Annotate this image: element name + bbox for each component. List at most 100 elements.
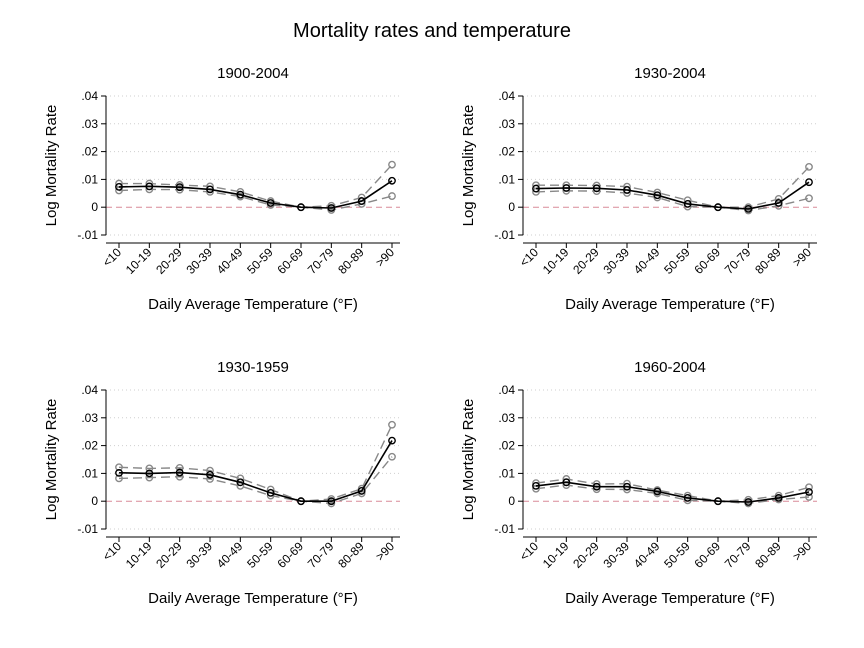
x-axis-title: Daily Average Temperature (°F) [148, 296, 358, 313]
series-line-upper-ci [536, 166, 810, 208]
y-axis-title: Log Mortality Rate [460, 105, 477, 227]
x-tick-label: 70-79 [305, 539, 337, 571]
data-point-estimate [532, 482, 540, 490]
x-tick-label: 40-49 [214, 539, 246, 571]
series-line-upper-ci [118, 424, 393, 502]
data-point-estimate [714, 203, 722, 212]
x-tick-label: 40-49 [631, 245, 663, 277]
data-point-lower-ci [388, 192, 396, 200]
x-tick-label: 60-69 [275, 539, 307, 571]
y-tick-label: 0 [508, 494, 515, 508]
y-tick-label: -.01 [494, 522, 515, 536]
y-tick-label: -.01 [77, 522, 98, 536]
data-point-estimate [805, 488, 813, 496]
data-point-lower-ci [206, 475, 214, 483]
series-line-estimate [118, 440, 393, 503]
y-tick-label: .04 [498, 89, 515, 103]
data-point-estimate [562, 478, 571, 487]
y-tick-label: .04 [81, 383, 98, 397]
x-tick-label: 10-19 [123, 245, 155, 277]
data-point-estimate [206, 470, 214, 479]
x-tick-label: >90 [373, 245, 398, 270]
x-tick-label: 10-19 [123, 539, 155, 571]
data-point-estimate [115, 183, 123, 191]
data-point-estimate [236, 190, 245, 199]
data-point-estimate [774, 199, 783, 207]
data-point-estimate [357, 487, 366, 495]
y-tick-label: 0 [91, 200, 98, 214]
chart-panel-2: 1930-2004 .04 .03 .02 .01 0 -.01<1010-1920-293… [460, 65, 817, 313]
x-tick-label: 30-39 [184, 245, 216, 277]
data-point-lower-ci [532, 188, 540, 196]
x-tick-label: 80-89 [335, 245, 367, 277]
data-point-upper-ci [206, 466, 214, 475]
data-point-upper-ci [805, 162, 813, 171]
x-tick-label: 20-29 [153, 245, 185, 277]
data-point-estimate [623, 186, 631, 194]
x-tick-label: <10 [517, 539, 542, 564]
y-tick-label: .03 [498, 411, 515, 425]
chart-panel-1: 1900-2004 .04 .03 .02 .01 0 -.01<1010-1920-293… [43, 65, 400, 313]
x-tick-label: 20-29 [153, 539, 185, 571]
y-tick-label: .02 [81, 145, 98, 159]
y-tick-label: .04 [81, 89, 98, 103]
series-line-estimate [535, 481, 810, 503]
y-tick-label: -.01 [494, 228, 515, 242]
y-tick-label: .01 [498, 172, 515, 186]
x-tick-label: 50-59 [244, 245, 276, 277]
x-tick-label: 60-69 [692, 539, 724, 571]
y-axis-title: Log Mortality Rate [460, 399, 477, 521]
y-tick-label: .02 [498, 439, 515, 453]
data-point-lower-ci [805, 493, 813, 501]
y-tick-label: .03 [81, 411, 98, 425]
series-line-lower-ci [535, 190, 810, 212]
figure-title: Mortality rates and temperature [293, 20, 571, 42]
panel-title: 1930-2004 [634, 65, 706, 82]
data-point-estimate [327, 497, 336, 506]
data-point-estimate [388, 436, 396, 445]
x-tick-label: 10-19 [540, 539, 572, 571]
data-point-estimate [236, 478, 245, 487]
data-point-lower-ci [115, 474, 123, 483]
series-line-estimate [535, 181, 810, 210]
data-point-estimate [175, 468, 184, 477]
data-point-estimate [714, 497, 722, 506]
data-point-estimate [592, 482, 601, 491]
data-point-estimate [592, 184, 601, 193]
x-tick-label: >90 [790, 539, 815, 564]
y-tick-label: .03 [81, 117, 98, 131]
y-tick-label: .01 [498, 466, 515, 480]
data-point-estimate [623, 482, 631, 491]
x-tick-label: 40-49 [631, 539, 663, 571]
x-tick-label: 60-69 [692, 245, 724, 277]
x-tick-label: 50-59 [244, 539, 276, 571]
y-axis-title: Log Mortality Rate [43, 105, 60, 227]
data-point-upper-ci [388, 420, 396, 429]
x-tick-label: 70-79 [722, 539, 754, 571]
data-point-estimate [744, 498, 753, 506]
series-line-upper-ci [119, 164, 393, 208]
data-point-lower-ci [145, 473, 154, 482]
y-tick-label: 0 [508, 200, 515, 214]
data-point-estimate [297, 497, 305, 506]
x-tick-label: 80-89 [752, 539, 784, 571]
data-point-estimate [297, 203, 305, 212]
y-tick-label: .03 [498, 117, 515, 131]
data-point-upper-ci [145, 464, 154, 473]
panel-title: 1960-2004 [634, 359, 706, 376]
data-point-estimate [744, 204, 753, 213]
y-tick-label: .02 [498, 145, 515, 159]
data-point-estimate [266, 488, 275, 497]
data-point-upper-ci [532, 479, 540, 488]
y-tick-label: .01 [81, 172, 98, 186]
x-tick-label: 70-79 [722, 245, 754, 277]
x-tick-label: 70-79 [305, 245, 337, 277]
data-point-estimate [206, 185, 214, 194]
data-point-estimate [357, 197, 366, 205]
data-point-lower-ci [175, 472, 184, 481]
x-axis-title: Daily Average Temperature (°F) [148, 590, 358, 607]
data-point-estimate [145, 182, 154, 191]
x-tick-label: <10 [517, 245, 542, 270]
